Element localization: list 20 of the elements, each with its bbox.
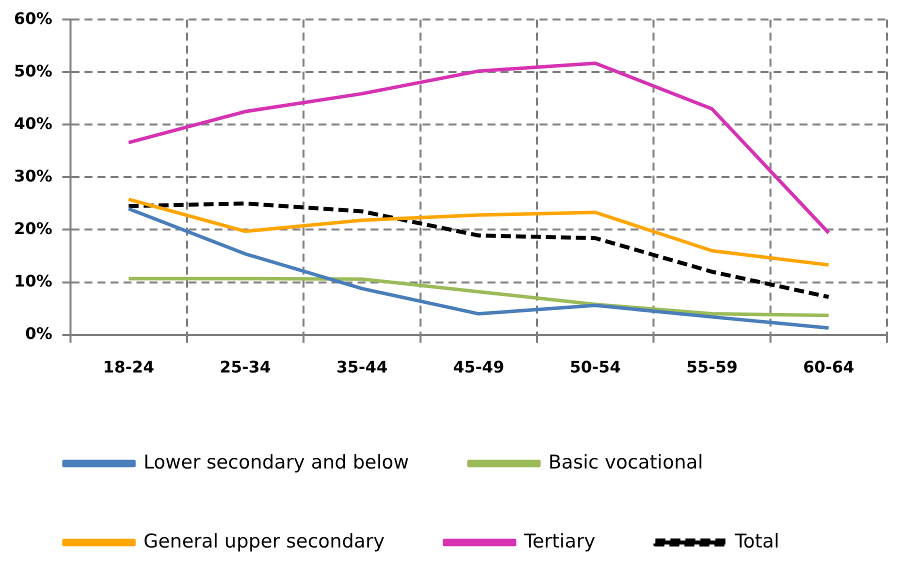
- y-tick-label: 20%: [14, 218, 52, 238]
- x-tick-label: 45-49: [453, 358, 504, 377]
- x-tick-label: 25-34: [220, 358, 271, 377]
- legend-label: Lower secondary and below: [144, 451, 409, 474]
- x-tick-label: 50-54: [570, 358, 621, 377]
- y-tick-label: 30%: [14, 166, 52, 186]
- x-tick-label: 35-44: [336, 358, 388, 377]
- x-tick-label: 55-59: [686, 358, 738, 377]
- y-tick-label: 10%: [14, 271, 52, 290]
- y-tick-label: 40%: [14, 114, 52, 133]
- line-series: [126, 201, 831, 299]
- y-tick-label: 60%: [14, 8, 52, 28]
- legend-label: Total: [734, 530, 780, 552]
- legend-label: General upper secondary: [144, 530, 385, 552]
- x-tick-label: 60-64: [803, 358, 854, 377]
- legend-label: Basic vocational: [548, 451, 704, 474]
- y-tick-label: 50%: [14, 61, 52, 80]
- y-tick-label: 0%: [25, 324, 52, 343]
- legend-label: Tertiary: [523, 530, 596, 552]
- x-tick-label: 18-24: [103, 358, 154, 377]
